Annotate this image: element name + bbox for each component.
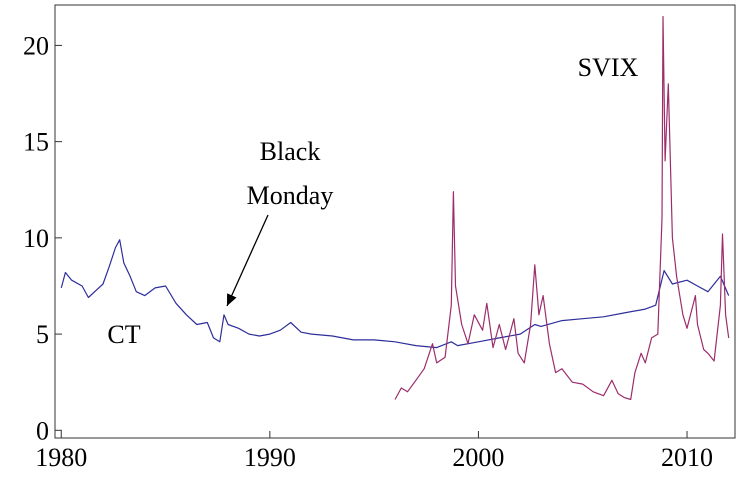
- annotation-line: Black: [260, 137, 321, 166]
- annotation-line: Monday: [247, 181, 334, 210]
- y-tick-label: 0: [36, 416, 49, 445]
- y-tick-label: 15: [23, 128, 49, 157]
- series-label: SVIX: [578, 53, 639, 82]
- x-tick-label: 1990: [244, 443, 296, 472]
- series-label: CT: [107, 320, 140, 349]
- plot-frame: [54, 4, 736, 439]
- annotation-arrow: [226, 214, 269, 307]
- x-tick-label: 2000: [452, 443, 504, 472]
- series-line: [394, 15, 730, 401]
- y-tick-label: 5: [36, 320, 49, 349]
- x-tick-label: 2010: [661, 443, 713, 472]
- y-tick-label: 20: [23, 31, 49, 60]
- y-tick-label: 10: [23, 224, 49, 253]
- x-tick-label: 1980: [35, 443, 87, 472]
- series-line: [60, 239, 730, 349]
